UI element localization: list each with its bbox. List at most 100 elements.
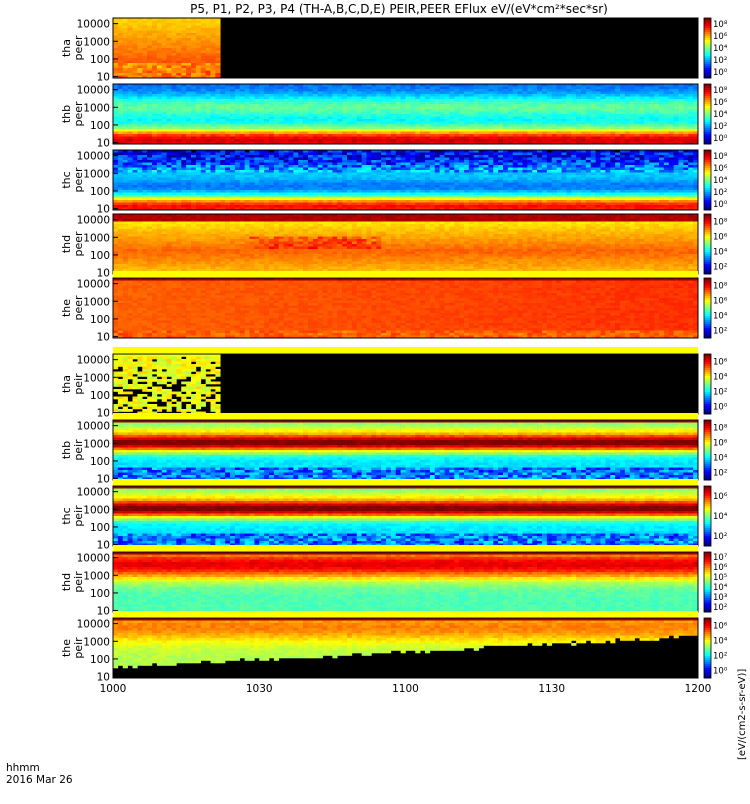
heatmap-cell [137,180,142,183]
heatmap-cell [303,195,308,198]
heatmap-cell [445,139,450,142]
heatmap-cell [406,165,411,168]
heatmap-cell [201,185,206,188]
heatmap-cell [152,165,157,168]
heatmap-cell [167,134,172,137]
heatmap-cell [191,107,196,110]
heatmap-cell [644,92,649,95]
heatmap-cell [137,183,142,186]
heatmap-cell [401,153,406,156]
heatmap-cell [308,117,313,120]
heatmap-cell [289,132,294,135]
heatmap-cell [381,112,386,115]
heatmap-cell [264,97,269,100]
heatmap-cell [157,33,162,36]
heatmap-cell [323,129,328,132]
heatmap-cell [211,43,216,46]
heatmap-cell [523,124,528,127]
heatmap-cell [337,124,342,127]
heatmap-cell [215,155,220,158]
heatmap-cell [215,190,220,193]
heatmap-cell [640,124,645,127]
heatmap-cell [352,203,357,206]
heatmap-cell [250,132,255,135]
heatmap-cell [250,185,255,188]
heatmap-cell [386,153,391,156]
heatmap-cell [162,92,167,95]
heatmap-cell [440,132,445,135]
heatmap-cell [371,203,376,206]
heatmap-cell [235,139,240,142]
heatmap-cell [206,117,211,120]
heatmap-cell [615,87,620,90]
heatmap-cell [201,153,206,156]
heatmap-cell [176,36,181,39]
heatmap-cell [128,153,133,156]
heatmap-cell [142,28,147,31]
heatmap-cell [313,122,318,125]
heatmap-cell [401,127,406,130]
heatmap-cell [323,87,328,90]
heatmap-cell [245,89,250,92]
heatmap-cell [269,195,274,198]
heatmap-cell [630,102,635,105]
heatmap-cell [240,168,245,171]
heatmap-cell [571,104,576,107]
heatmap-cell [240,122,245,125]
heatmap-cell [552,97,557,100]
heatmap-cell [137,43,142,46]
heatmap-cell [133,200,138,203]
heatmap-cell [269,107,274,110]
heatmap-cell [264,205,269,208]
heatmap-cell [445,127,450,130]
heatmap-cell [206,53,211,56]
heatmap-cell [284,190,289,193]
heatmap-cell [474,139,479,142]
heatmap-cell [581,94,586,97]
heatmap-cell [196,198,201,201]
heatmap-cell [196,165,201,168]
heatmap-cell [474,112,479,115]
heatmap-cell [391,183,396,186]
heatmap-cell [137,31,142,34]
heatmap-cell [352,122,357,125]
heatmap-cell [649,87,654,90]
heatmap-cell [323,175,328,178]
heatmap-cell [332,203,337,206]
heatmap-cell [659,92,664,95]
heatmap-cell [245,203,250,206]
heatmap-cell [669,89,674,92]
heatmap-cell [167,190,172,193]
heatmap-cell [289,205,294,208]
heatmap-cell [362,107,367,110]
heatmap-cell [147,198,152,201]
heatmap-cell [410,119,415,122]
heatmap-cell [459,139,464,142]
heatmap-cell [215,48,220,51]
heatmap-cell [430,107,435,110]
heatmap-cell [313,137,318,140]
heatmap-cell [215,58,220,61]
heatmap-cell [620,134,625,137]
heatmap-cell [196,129,201,132]
heatmap-cell [240,119,245,122]
heatmap-cell [284,200,289,203]
heatmap-cell [669,137,674,140]
heatmap-cell [113,122,118,125]
heatmap-cell [328,163,333,166]
heatmap-cell [635,119,640,122]
heatmap-cell [264,132,269,135]
heatmap-cell [254,102,259,105]
heatmap-cell [367,102,372,105]
heatmap-cell [274,94,279,97]
heatmap-cell [640,109,645,112]
heatmap-cell [211,21,216,24]
heatmap-cell [147,73,152,76]
heatmap-cell [469,104,474,107]
heatmap-cell [406,155,411,158]
heatmap-cell [308,185,313,188]
heatmap-cell [303,183,308,186]
heatmap-cell [240,132,245,135]
heatmap-cell [352,87,357,90]
heatmap-cell [401,112,406,115]
